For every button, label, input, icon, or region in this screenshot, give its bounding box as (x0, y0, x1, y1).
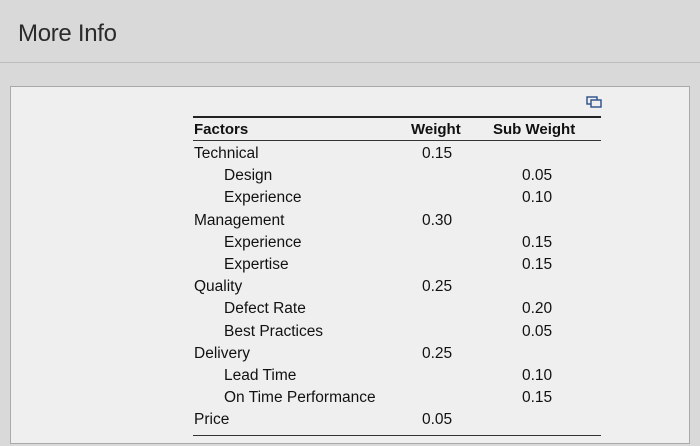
sub-weight-cell: 0.10 (522, 367, 553, 384)
factor-cell: Design (224, 167, 273, 185)
weight-cell: 0.25 (422, 344, 453, 362)
table-row: Defect Rate 0.20 (193, 298, 601, 320)
factor-cell: Expertise (224, 256, 289, 273)
table-row: On Time Performance 0.15 (193, 387, 601, 409)
sub-weight-cell: 0.05 (522, 322, 553, 340)
title-divider (0, 62, 700, 63)
sub-weight-cell: 0.15 (522, 389, 553, 407)
factor-cell: Lead Time (224, 367, 297, 384)
table-row: Experience 0.10 (193, 187, 601, 209)
factor-cell: Technical (194, 145, 259, 162)
weight-cell: 0.25 (422, 278, 453, 296)
table-top-rule (193, 116, 601, 118)
table-row: Experience 0.15 (193, 232, 601, 254)
table-row: Lead Time 0.10 (193, 365, 601, 387)
table-row: Management 0.30 (193, 210, 601, 232)
table-row: Best Practices 0.05 (193, 321, 601, 343)
factor-cell: Best Practices (224, 322, 324, 340)
factor-cell: On Time Performance (224, 389, 376, 407)
weight-cell: 0.15 (422, 145, 453, 162)
factor-cell: Experience (224, 233, 302, 251)
table-row: Price 0.05 (193, 409, 601, 431)
weight-cell: 0.30 (422, 211, 453, 229)
table-bottom-rule (193, 435, 601, 436)
factor-cell: Price (194, 411, 230, 429)
sub-weight-cell: 0.10 (522, 189, 553, 207)
header-factors: Factors (194, 121, 249, 138)
table-header-rule (193, 140, 601, 141)
sub-weight-cell: 0.15 (522, 233, 553, 251)
table-row: Delivery 0.25 (193, 343, 601, 365)
table-row: Quality 0.25 (193, 276, 601, 298)
page-title: More Info (18, 20, 117, 47)
table-row: Design 0.05 (193, 165, 601, 187)
factor-cell: Quality (194, 278, 243, 296)
header-sub-weight: Sub Weight (493, 121, 576, 138)
factor-cell: Defect Rate (224, 300, 306, 318)
factor-cell: Experience (224, 189, 302, 207)
factor-cell: Management (194, 211, 285, 229)
header-weight: Weight (411, 121, 461, 138)
sub-weight-cell: 0.15 (522, 256, 553, 273)
factor-cell: Delivery (194, 344, 250, 362)
info-panel (10, 86, 690, 444)
copy-table-icon[interactable] (586, 96, 602, 108)
table-row: Technical 0.15 (193, 143, 601, 165)
sub-weight-cell: 0.05 (522, 167, 553, 185)
weight-cell: 0.05 (422, 411, 453, 429)
table-row: Expertise 0.15 (193, 254, 601, 276)
sub-weight-cell: 0.20 (522, 300, 553, 318)
